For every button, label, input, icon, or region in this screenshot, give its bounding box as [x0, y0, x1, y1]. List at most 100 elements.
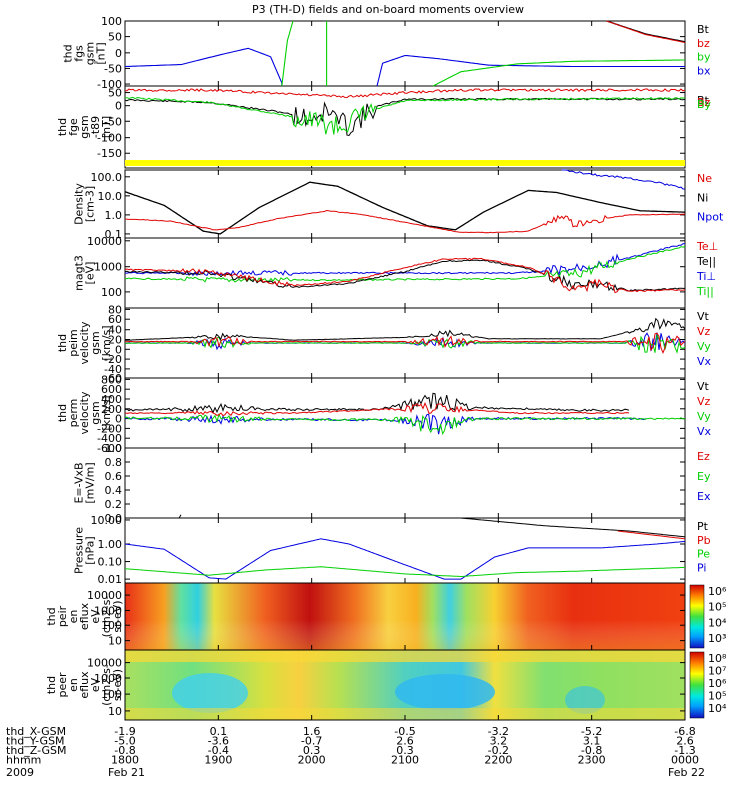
- y-axis-label: peer: [56, 672, 69, 698]
- y-tick-label: 100: [101, 619, 122, 632]
- y-tick-label: 0: [115, 100, 122, 113]
- vry-series: [124, 412, 686, 436]
- x-row-value: 1.6: [303, 725, 321, 738]
- pi-series: [124, 538, 686, 580]
- electron-band-top: [125, 650, 685, 662]
- y-axis-label: Density: [73, 183, 86, 225]
- y-tick-label: -200: [97, 422, 122, 435]
- x-row-value: -3.2: [488, 725, 509, 738]
- bx-series-2: [376, 54, 685, 87]
- y-tick-label: -100: [97, 78, 122, 91]
- y-axis-label: eV: [89, 677, 102, 692]
- x-row-value: -5.0: [114, 735, 135, 748]
- y-tick-label: -20: [104, 353, 122, 366]
- y-axis-label: [cm-3]: [84, 186, 97, 222]
- x-row-value: 2000: [298, 754, 326, 767]
- legend-By: By: [697, 98, 712, 111]
- electron-band-bottom: [125, 708, 685, 720]
- vz-series: [124, 332, 686, 354]
- y-axis-label: velocity: [78, 391, 91, 434]
- legend-Ni: Ni: [697, 191, 708, 204]
- x-row-value: 2.6: [396, 735, 414, 748]
- panel-frame: [124, 447, 686, 519]
- y-axis-label: perm: [67, 399, 80, 428]
- legend-Vy: Vy: [697, 410, 711, 423]
- panel-frame: [124, 20, 686, 87]
- x-row-value: -0.8: [581, 744, 602, 757]
- panel-efield: 1.00.80.60.40.20.0 E=-VxB[mV/m] Ez Ey Ex: [73, 442, 711, 525]
- y-axis-label: thd: [56, 118, 69, 136]
- x-row-value: 0000: [671, 754, 699, 767]
- pe-series: [124, 566, 686, 578]
- y-tick-label: 200: [101, 403, 122, 416]
- y-tick-label: 1000: [94, 672, 122, 685]
- y-axis-label: peim: [67, 329, 80, 357]
- x-row-value: 0.3: [303, 744, 321, 757]
- y-tick-label: 80: [108, 303, 122, 316]
- colorbar-label: 10⁴: [708, 702, 727, 715]
- colorbar-label: 10⁵: [708, 601, 726, 614]
- colorbar-label: 10⁷: [708, 665, 726, 678]
- y-axis-label: en: [67, 610, 80, 624]
- vrz-series: [124, 402, 630, 417]
- legend-Vt: Vt: [697, 310, 710, 323]
- y-tick-label: 1.0: [105, 209, 123, 222]
- y-tick-label: 0: [115, 343, 122, 356]
- x-date-end: Feb 22: [668, 766, 705, 779]
- y-tick-label: 100: [101, 286, 122, 299]
- y-axis-label: [nT]: [100, 116, 113, 138]
- ni-series: [124, 181, 686, 235]
- x-row-label: thd_Y-GSM: [6, 735, 65, 748]
- legend-Vt: Vt: [697, 380, 710, 393]
- y-tick-label: 0.2: [105, 498, 123, 511]
- y-axis-label: peir: [56, 605, 69, 627]
- y-axis-label: fgs: [73, 45, 86, 62]
- legend-Ti⊥: Ti⊥: [696, 270, 716, 283]
- bz-series: [606, 20, 686, 43]
- x-row-value: 0.3: [396, 744, 414, 757]
- vrx-series: [124, 413, 647, 435]
- y-axis-label: [nPa]: [84, 536, 97, 564]
- y-tick-label: 10000: [87, 235, 122, 248]
- by-series-3: [432, 59, 685, 87]
- y-tick-label: 100.0: [91, 171, 123, 184]
- y-axis-label: [mV/m]: [84, 462, 97, 503]
- colorbar-label: 10⁶: [708, 677, 727, 690]
- chart-title: P3 (TH-D) fields and on-board moments ov…: [252, 3, 524, 16]
- x-row-value: -6.8: [674, 725, 695, 738]
- y-axis-label: sr-eV): [111, 600, 124, 632]
- y-tick-label: 0.10: [98, 556, 123, 569]
- legend-Vz: Vz: [697, 325, 711, 338]
- legend-Npot: Npot: [697, 211, 724, 224]
- y-axis-label: thd: [56, 334, 69, 352]
- y-tick-label: -600: [97, 442, 122, 455]
- ti-perp: [124, 243, 686, 277]
- y-tick-label: 10000: [87, 589, 122, 602]
- y-axis-label: [km/s]: [100, 395, 113, 430]
- y-tick-label: -60: [104, 372, 122, 385]
- vt-series: [124, 317, 686, 341]
- colorbar-label: 10⁸: [708, 652, 727, 665]
- legend-Pt: Pt: [697, 520, 709, 533]
- legend-Te⊥: Te⊥: [696, 240, 718, 253]
- yellow-bar: [125, 160, 685, 166]
- x-row-value: 2200: [484, 754, 512, 767]
- y-axis-label: en: [67, 678, 80, 692]
- vy-series: [124, 333, 686, 354]
- y-tick-label: 10: [108, 635, 122, 648]
- legend-Vz: Vz: [697, 395, 711, 408]
- x-row-value: -0.8: [114, 744, 135, 757]
- y-axis-label: eV: [89, 609, 102, 624]
- legend-Bt: Bt: [697, 94, 710, 107]
- y-tick-label: 0: [115, 413, 122, 426]
- pb-series: [617, 530, 686, 540]
- y-tick-label: 1000: [94, 261, 122, 274]
- x-row-value: 3.1: [583, 735, 601, 748]
- legend-Vx: Vx: [697, 425, 712, 438]
- fge-green: [124, 96, 686, 135]
- y-axis-label: magt3: [73, 255, 86, 291]
